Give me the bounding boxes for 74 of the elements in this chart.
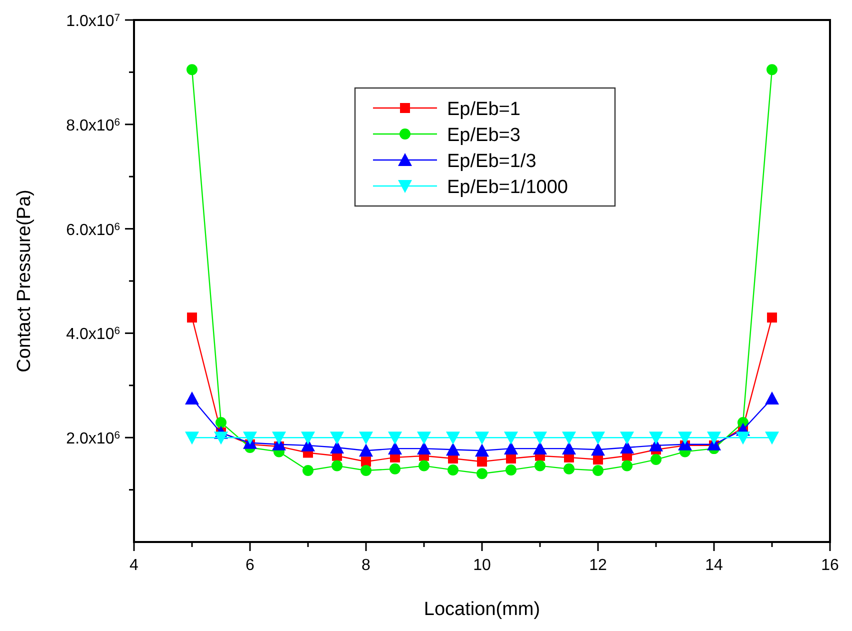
legend-label: Ep/Eb=1/1000 — [447, 177, 568, 198]
point — [475, 444, 489, 457]
point — [301, 432, 315, 445]
point — [504, 432, 518, 445]
y-tick-label: 8.0x10$^{6}$ — [66, 116, 120, 134]
point — [620, 440, 634, 454]
point — [359, 432, 373, 445]
point — [390, 463, 400, 474]
point — [476, 468, 488, 480]
y-tick-label: 1.0x10$^{7}$ — [66, 12, 120, 30]
point — [446, 432, 460, 445]
point — [361, 456, 371, 467]
point — [678, 432, 692, 445]
point — [448, 464, 458, 476]
point — [533, 432, 547, 445]
legend-label: Ep/Eb=1/3 — [447, 151, 536, 172]
point — [506, 464, 516, 476]
point — [388, 432, 402, 445]
point — [593, 454, 603, 465]
x-tick-label: 14 — [705, 557, 723, 574]
y-tick-label: 2.0x10$^{6}$ — [66, 430, 120, 448]
point — [622, 460, 632, 472]
point — [650, 454, 662, 466]
point — [620, 432, 634, 445]
point — [534, 460, 546, 472]
point — [187, 312, 197, 323]
x-tick-label: 4 — [130, 557, 139, 574]
point — [360, 464, 372, 476]
point — [302, 464, 314, 476]
legend-label: Ep/Eb=1 — [447, 99, 520, 120]
point — [216, 416, 226, 428]
point — [330, 432, 344, 445]
point — [736, 432, 750, 445]
point — [332, 460, 342, 472]
x-tick-label: 10 — [473, 557, 491, 574]
y-tick-label: 6.0x10$^{6}$ — [66, 221, 120, 239]
point — [506, 453, 516, 464]
point — [185, 391, 199, 404]
point — [186, 64, 198, 76]
x-tick-label: 6 — [246, 557, 255, 574]
point — [765, 391, 779, 404]
y-axis-title: Contact Pressure(Pa) — [14, 190, 35, 372]
point — [592, 464, 604, 476]
point — [591, 432, 605, 445]
point — [533, 442, 547, 455]
point — [591, 442, 605, 456]
point — [475, 432, 489, 445]
legend-label: Ep/Eb=3 — [447, 125, 520, 146]
point — [765, 432, 779, 445]
point — [649, 432, 663, 445]
point — [417, 432, 431, 445]
point — [359, 444, 373, 457]
point — [417, 442, 431, 455]
point — [418, 460, 430, 472]
point — [388, 442, 402, 455]
point — [504, 442, 518, 455]
point — [564, 463, 574, 474]
point — [766, 64, 778, 76]
y-tick-label: 4.0x10$^{6}$ — [66, 326, 120, 344]
point — [477, 456, 487, 467]
point — [185, 432, 199, 445]
x-tick-label: 8 — [362, 557, 371, 574]
point — [330, 440, 344, 454]
x-tick-label: 12 — [589, 557, 607, 574]
point — [272, 432, 286, 445]
point — [707, 432, 721, 445]
point — [562, 432, 576, 445]
point — [214, 432, 228, 445]
point — [446, 442, 460, 456]
point — [767, 312, 777, 323]
point — [562, 442, 576, 455]
x-tick-label: 16 — [821, 557, 839, 574]
x-axis-title: Location(mm) — [424, 599, 540, 620]
point — [243, 432, 257, 445]
